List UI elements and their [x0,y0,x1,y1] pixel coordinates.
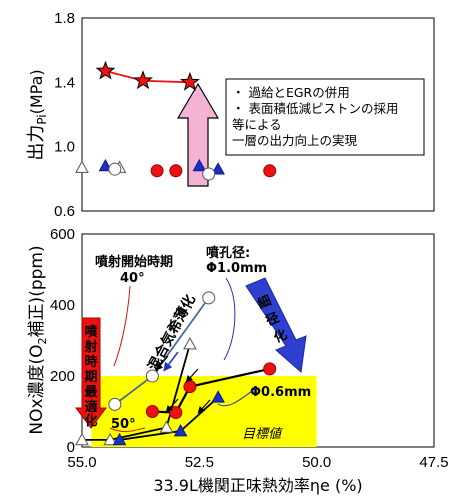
data-point [192,158,207,172]
timing-label-char: 最 [84,385,98,400]
annotation-line: ・ 表面積低減ピストンの採用 [232,101,398,116]
bottom-y-axis-label: NOx濃度(O2補正)(ppm) [27,245,49,434]
data-point [112,432,127,446]
data-point [145,405,159,418]
top-y-axis-label: 出力Pi(MPa) [26,69,49,160]
data-point [202,167,216,181]
trend-arrow [155,355,169,371]
data-point [95,60,116,80]
data-point [202,291,216,305]
target-zone-label: 目標値 [242,427,283,442]
data-point [211,390,225,403]
thin-label: 径 [263,309,281,329]
data-point [108,162,122,176]
y-tick-label: 600 [50,226,75,243]
timing-label-char: 噴 [84,324,97,340]
deg50-curve [109,427,146,433]
annotation-line: 等による [232,117,282,132]
nozzle-10-leader [223,277,236,361]
data-point [173,423,188,437]
injection-timing-arrow: 噴 射 時 期 最 適 化 [75,317,107,429]
x-tick-label: 55.0 [67,454,96,471]
data-point [75,432,89,446]
injection-start-label: 噴射開始時期 [95,254,173,270]
data-point [183,380,197,394]
timing-label-char: 化 [84,413,97,429]
x-axis-label: 33.9L機関正味熱効率ηe (%) [153,476,362,495]
deg40-label: 40° [120,271,145,286]
y-tick-label: 400 [50,297,75,314]
data-point [75,160,89,173]
data-point [263,164,277,178]
y-tick-label: 0 [67,439,75,456]
thin-label: 細 [255,292,273,312]
data-point [145,369,159,383]
y-tick-label: 200 [50,368,75,385]
annotation-line: 一層の出力向上の実現 [232,133,358,148]
timing-label-char: 適 [84,399,97,415]
deg50-label: 50° [111,417,136,432]
data-point [150,164,164,178]
series-line [82,343,191,441]
annotation-line: ・ 過給とEGRの併用 [232,85,350,100]
data-point [211,162,225,175]
data-point [183,337,197,350]
timing-label-char: 時 [84,354,97,370]
annotation-box: ・ 過給とEGRの併用 ・ 表面積低減ピストンの採用 等による 一層の出力向上の… [225,78,425,156]
x-tick-label: 52.5 [185,454,214,471]
x-tick-label: 50.0 [302,454,331,471]
data-point [169,164,183,178]
data-point [263,362,277,376]
thin-label: 化 [271,326,289,346]
data-point [159,420,174,433]
y-tick-label: 1.8 [54,10,75,27]
data-point [180,71,200,91]
y-tick-label: 1.4 [54,74,75,91]
timing-label-char: 期 [84,370,97,385]
thin-nozzle-arrow: 細 径 化 [245,277,307,373]
trend-arrow [165,398,179,413]
lean-arrow [163,351,179,372]
series-line [152,367,270,414]
deg40-leader [113,285,131,367]
data-point [108,397,122,411]
trend-arrow [197,399,211,414]
timing-label-char: 射 [83,339,97,355]
data-point [103,432,118,446]
data-point [133,70,153,90]
x-tick-label: 47.5 [419,454,448,471]
trend-arrow [185,368,199,383]
nozzle-06-leader [217,387,257,407]
nozzle-diameter-label: 噴孔径: [206,245,250,261]
y-tick-label: 1.0 [54,139,75,156]
nozzle-10-label: Φ1.0mm [206,261,267,276]
data-point [169,406,183,420]
top-plot-frame [81,17,435,212]
nozzle-06-label: Φ0.6mm [250,385,311,400]
y-tick-label: 0.6 [54,203,75,220]
